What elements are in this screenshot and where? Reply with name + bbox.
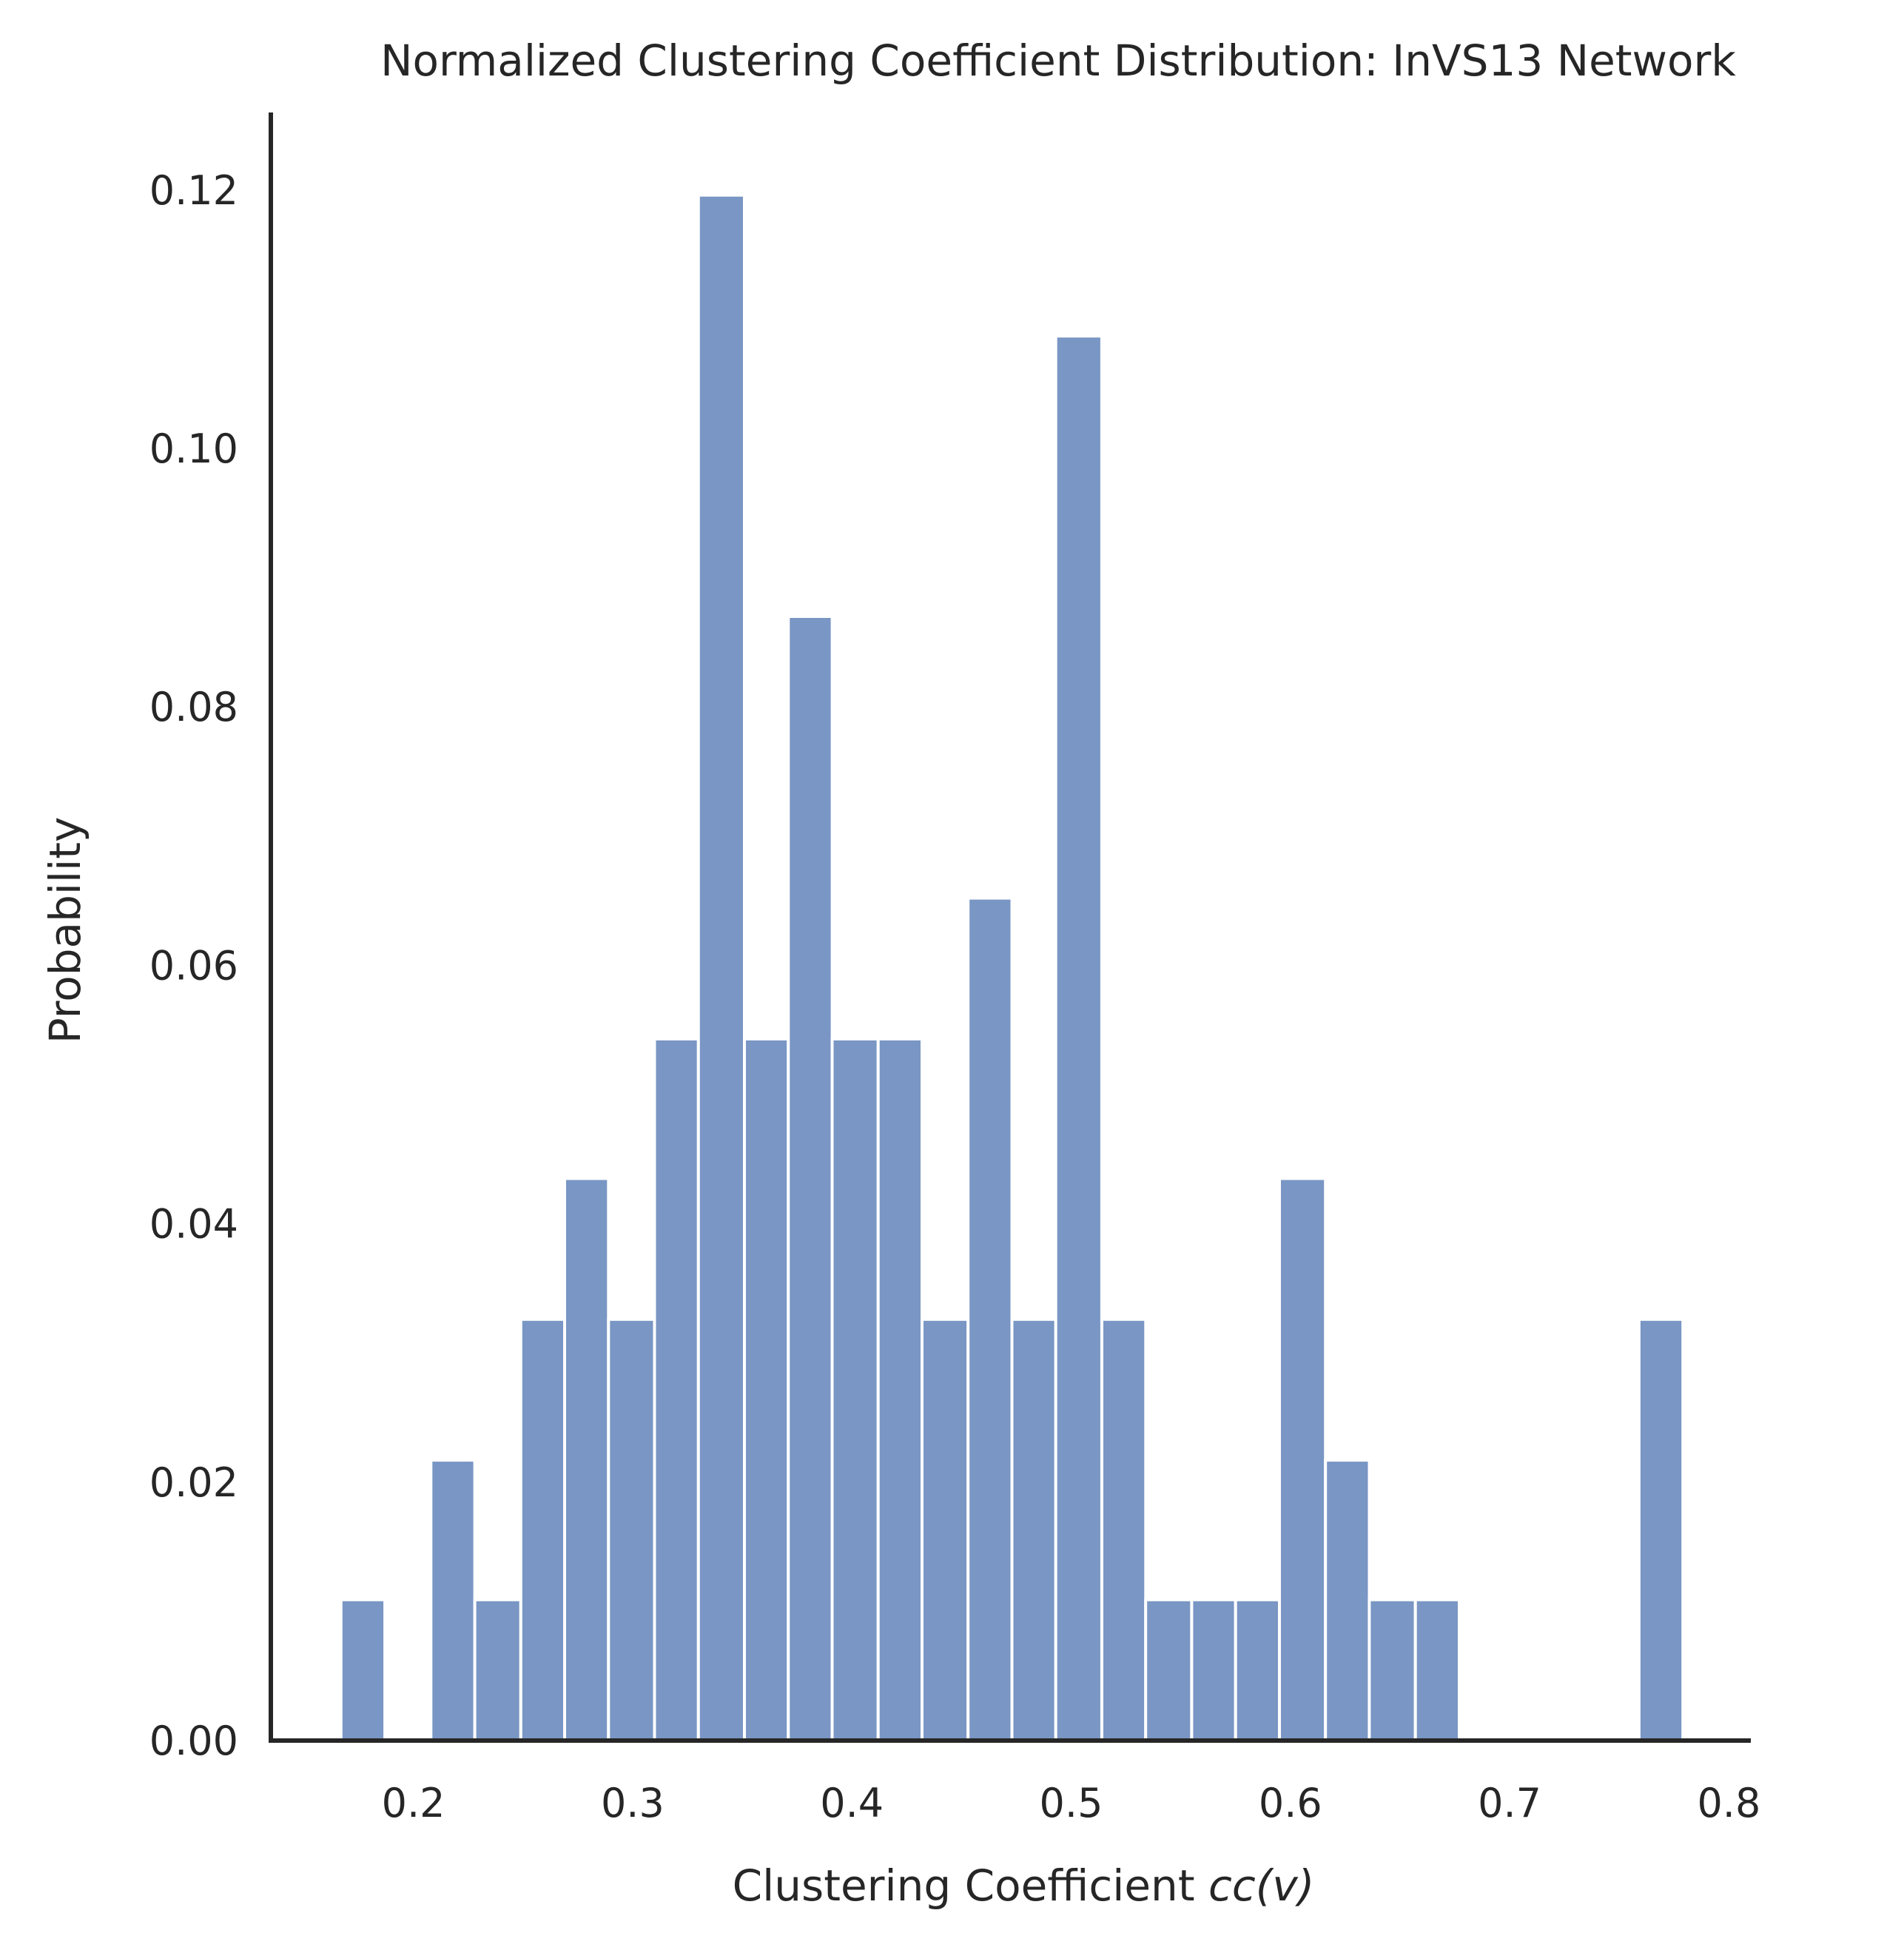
bars-group <box>339 193 1685 1743</box>
histogram-bar <box>653 1037 700 1742</box>
histogram-bar <box>966 896 1014 1742</box>
histogram-bar <box>743 1037 790 1742</box>
histogram-bar <box>1637 1317 1685 1743</box>
x-tick-label: 0.5 <box>1040 1780 1103 1826</box>
histogram-bar <box>1278 1177 1328 1742</box>
y-axis-label: Probability <box>40 817 90 1044</box>
y-tick-label: 0.12 <box>149 167 238 214</box>
histogram-bar <box>429 1459 477 1742</box>
y-tick-label: 0.10 <box>149 426 238 472</box>
histogram-bar <box>1190 1598 1237 1742</box>
x-tick-label: 0.8 <box>1697 1780 1760 1826</box>
histogram-bar <box>921 1317 970 1743</box>
y-ticks-group: 0.00 0.02 0.04 0.06 0.08 0.10 0.12 <box>149 167 238 1764</box>
histogram-bar <box>473 1598 522 1742</box>
histogram-bar <box>1144 1598 1194 1742</box>
x-axis-label-math: cc(v) <box>1208 1860 1314 1911</box>
histogram-bar <box>607 1317 656 1743</box>
y-tick-label: 0.06 <box>149 942 238 989</box>
histogram-bar <box>563 1177 610 1742</box>
x-axis-label-text: Clustering Coefficient <box>733 1860 1208 1911</box>
histogram-bar <box>1234 1598 1281 1742</box>
histogram-bar <box>1324 1459 1371 1742</box>
histogram-bar <box>787 615 834 1742</box>
histogram-bar <box>696 193 746 1743</box>
y-tick-label: 0.04 <box>149 1201 238 1248</box>
chart-title: Normalized Clustering Coefficient Distri… <box>380 36 1736 86</box>
histogram-bar <box>1054 334 1103 1743</box>
y-tick-label: 0.00 <box>149 1718 238 1764</box>
x-tick-label: 0.4 <box>820 1780 884 1826</box>
histogram-bar <box>1010 1317 1057 1743</box>
histogram-bar <box>876 1037 924 1742</box>
histogram-bar <box>1100 1317 1148 1743</box>
histogram-bar <box>830 1037 880 1742</box>
x-ticks-group: 0.2 0.3 0.4 0.5 0.6 0.7 0.8 <box>382 1780 1761 1826</box>
y-tick-label: 0.02 <box>149 1459 238 1506</box>
x-tick-label: 0.3 <box>601 1780 665 1826</box>
x-axis-label: Clustering Coefficient cc(v) <box>733 1860 1315 1911</box>
y-tick-label: 0.08 <box>149 684 238 730</box>
x-tick-label: 0.7 <box>1478 1780 1541 1826</box>
x-tick-label: 0.6 <box>1259 1780 1322 1826</box>
histogram-bar <box>1368 1598 1417 1742</box>
histogram-bar <box>339 1598 387 1742</box>
histogram-bar <box>1413 1598 1461 1742</box>
histogram-bar <box>519 1317 567 1743</box>
x-tick-label: 0.2 <box>382 1780 445 1826</box>
